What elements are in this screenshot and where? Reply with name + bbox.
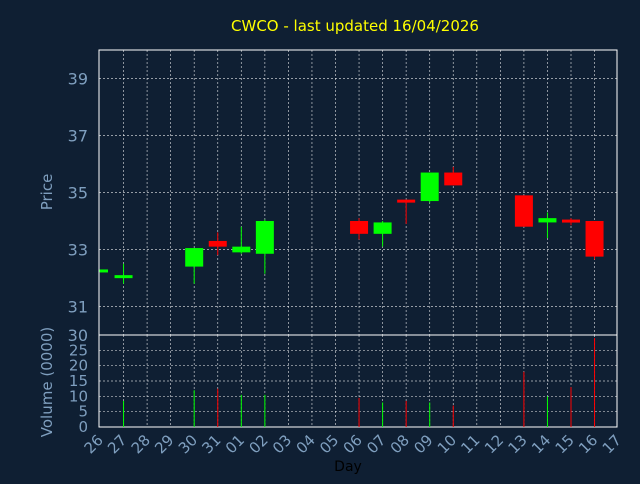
x-tick-label: 13 — [504, 431, 530, 457]
candle-body — [208, 240, 227, 247]
x-tick-label: 16 — [575, 431, 601, 457]
price-axis-label: Price — [38, 174, 56, 211]
price-tick-label: 33 — [68, 241, 88, 260]
volume-axis-label: Volume (0000) — [38, 327, 56, 437]
candle-body — [538, 218, 557, 223]
volume-tick-label: 25 — [69, 341, 88, 359]
candle-body — [514, 195, 533, 227]
x-tick-label: 31 — [198, 431, 224, 457]
candle-body — [232, 246, 251, 253]
price-panel: 30 31 33 35 37 39 — [68, 49, 618, 345]
candle-body — [185, 248, 204, 267]
x-tick-label: 29 — [151, 431, 177, 457]
price-tick-label: 35 — [68, 184, 88, 203]
x-tick-label: 27 — [104, 431, 130, 457]
price-tick-label: 37 — [68, 127, 88, 146]
price-tick-label: 30 — [68, 326, 88, 345]
candle-body — [373, 222, 392, 234]
x-tick-label: 08 — [387, 431, 413, 457]
x-tick-label: 03 — [269, 431, 295, 457]
x-tick-label: 28 — [128, 431, 154, 457]
price-tick-label: 39 — [68, 70, 88, 89]
x-tick-label: 04 — [293, 431, 319, 457]
volume-tick-label: 10 — [69, 387, 88, 405]
x-tick-label: 01 — [222, 431, 248, 457]
x-tick-label: 05 — [316, 431, 342, 457]
candle-body — [350, 221, 369, 234]
volume-tick-label: 15 — [69, 372, 88, 390]
x-tick-label: 07 — [363, 431, 389, 457]
volume-panel: 0510152025262728293031010203040506070809… — [69, 334, 625, 457]
candle-body — [562, 219, 580, 223]
candle-body — [100, 269, 108, 273]
price-tick-label: 31 — [68, 298, 88, 317]
candle-body — [444, 172, 463, 186]
x-tick-label: 17 — [599, 431, 625, 457]
day-axis-label: Day — [334, 459, 362, 475]
candle-body — [114, 275, 133, 279]
volume-tick-label: 0 — [78, 418, 88, 436]
volume-tick-label: 20 — [69, 357, 88, 375]
x-tick-label: 12 — [481, 431, 507, 457]
x-tick-label: 30 — [175, 431, 201, 457]
x-tick-label: 09 — [410, 431, 436, 457]
x-tick-label: 11 — [457, 431, 483, 457]
candle-body — [255, 221, 274, 254]
candle-body — [420, 172, 439, 202]
x-tick-label: 02 — [245, 431, 271, 457]
x-tick-label: 14 — [528, 431, 554, 457]
volume-tick-label: 5 — [78, 403, 88, 421]
candle-body — [585, 221, 604, 257]
chart-title: CWCO - last updated 16/04/2026 — [231, 17, 479, 35]
candle-body — [397, 199, 416, 203]
x-tick-label: 15 — [552, 431, 578, 457]
x-tick-label: 06 — [340, 431, 366, 457]
x-tick-label: 10 — [434, 431, 460, 457]
